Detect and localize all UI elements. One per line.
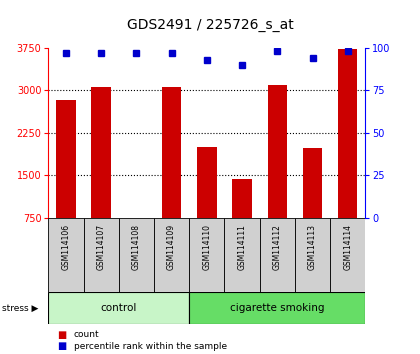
Text: stress ▶: stress ▶ bbox=[2, 303, 39, 313]
Bar bbox=[48, 292, 189, 324]
Bar bbox=[295, 218, 330, 292]
Bar bbox=[268, 85, 287, 218]
Bar bbox=[119, 218, 154, 292]
Bar bbox=[162, 87, 181, 218]
Bar bbox=[232, 179, 252, 218]
Text: count: count bbox=[74, 330, 99, 339]
Text: GSM114114: GSM114114 bbox=[343, 224, 352, 270]
Text: GSM114108: GSM114108 bbox=[132, 224, 141, 270]
Bar bbox=[189, 218, 224, 292]
Bar bbox=[189, 292, 365, 324]
Text: ■: ■ bbox=[57, 330, 66, 339]
Bar bbox=[224, 218, 260, 292]
Bar bbox=[197, 147, 217, 218]
Text: GSM114111: GSM114111 bbox=[238, 224, 247, 269]
Text: GSM114109: GSM114109 bbox=[167, 224, 176, 270]
Bar bbox=[330, 218, 365, 292]
Text: GDS2491 / 225726_s_at: GDS2491 / 225726_s_at bbox=[126, 18, 294, 32]
Text: GSM114113: GSM114113 bbox=[308, 224, 317, 270]
Text: GSM114106: GSM114106 bbox=[61, 224, 71, 270]
Text: control: control bbox=[100, 303, 137, 313]
Bar bbox=[260, 218, 295, 292]
Text: GSM114110: GSM114110 bbox=[202, 224, 211, 270]
Bar bbox=[84, 218, 119, 292]
Bar bbox=[48, 218, 84, 292]
Bar bbox=[154, 218, 189, 292]
Text: GSM114107: GSM114107 bbox=[97, 224, 106, 270]
Bar bbox=[303, 148, 322, 218]
Text: ■: ■ bbox=[57, 341, 66, 351]
Text: percentile rank within the sample: percentile rank within the sample bbox=[74, 342, 227, 351]
Bar bbox=[92, 87, 111, 218]
Text: GSM114112: GSM114112 bbox=[273, 224, 282, 269]
Text: cigarette smoking: cigarette smoking bbox=[230, 303, 325, 313]
Bar bbox=[56, 101, 76, 218]
Bar bbox=[338, 50, 357, 218]
